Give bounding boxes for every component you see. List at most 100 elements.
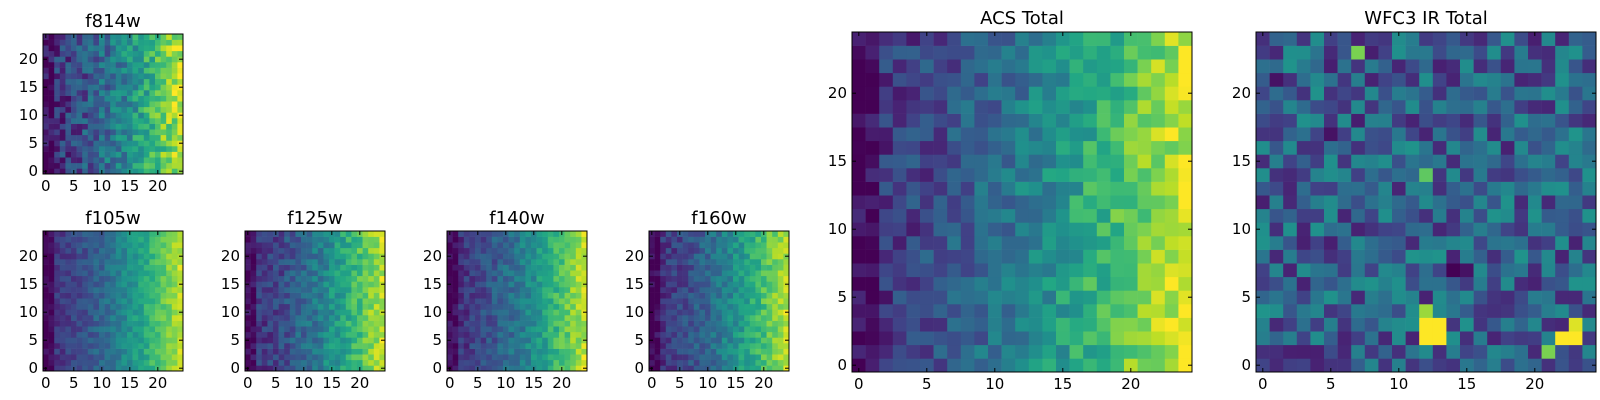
heatmap-cell [138, 292, 145, 299]
heatmap-cell [177, 39, 184, 46]
heatmap-cell [575, 292, 582, 299]
heatmap-cell [351, 270, 358, 277]
heatmap-cell [716, 348, 723, 355]
heatmap-cell [43, 162, 49, 169]
heatmap-cell [1256, 317, 1270, 332]
heatmap-cell [76, 275, 83, 282]
heatmap-cell [177, 236, 184, 243]
heatmap-cell [1069, 168, 1084, 182]
heatmap-cell [138, 354, 145, 361]
heatmap-cell [115, 298, 122, 305]
heatmap-cell [531, 287, 537, 293]
heatmap-cell [688, 315, 695, 321]
heatmap-cell [988, 59, 1002, 74]
heatmap-cell [1487, 304, 1502, 318]
heatmap-cell [368, 331, 375, 338]
heatmap-cell [559, 320, 565, 327]
heatmap-cell [1392, 263, 1406, 278]
heatmap-cell [149, 151, 156, 158]
heatmap-cell [542, 343, 549, 349]
heatmap-cell [553, 292, 560, 299]
heatmap-cell [665, 359, 672, 366]
heatmap-cell [362, 303, 369, 310]
heatmap-cell [59, 264, 66, 271]
heatmap-cell [519, 337, 526, 344]
heatmap-cell [777, 281, 784, 288]
heatmap-cell [312, 326, 319, 333]
heatmap-cell [261, 354, 268, 361]
heatmap-cell [104, 309, 111, 316]
heatmap-cell [104, 112, 111, 119]
heatmap-cell [93, 298, 100, 305]
heatmap-cell [93, 157, 100, 164]
heatmap-cell [166, 146, 173, 152]
heatmap-cell [581, 298, 588, 305]
heatmap-cell [688, 298, 695, 305]
heatmap-cell [503, 354, 509, 361]
heatmap-cell [547, 309, 554, 316]
heatmap-cell [43, 292, 49, 299]
heatmap-cell [1555, 222, 1570, 237]
heatmap-cell [1001, 290, 1016, 305]
heatmap-cell [82, 134, 89, 141]
heatmap-cell [525, 365, 532, 372]
heatmap-cell [1269, 127, 1284, 142]
heatmap-cell [1432, 168, 1447, 182]
heatmap-cell [1178, 100, 1193, 114]
heatmap-cell [519, 247, 526, 254]
heatmap-cell [879, 154, 894, 169]
heatmap-cell [1500, 140, 1515, 155]
heatmap-cell [59, 56, 66, 63]
heatmap-cell [166, 359, 173, 366]
heatmap-cell [76, 309, 83, 316]
heatmap-cell [284, 259, 291, 265]
heatmap-cell [250, 320, 257, 327]
heatmap-cell [654, 348, 661, 355]
heatmap-cell [865, 59, 880, 74]
heatmap-cell [497, 247, 504, 254]
y-tick-label: 20 [19, 50, 38, 68]
heatmap-cell [749, 287, 756, 293]
heatmap-cell [160, 253, 167, 260]
heatmap-cell [920, 344, 934, 359]
heatmap-cell [104, 101, 111, 108]
heatmap-cell [716, 253, 723, 260]
heatmap-cell [373, 287, 380, 293]
heatmap-cell [906, 208, 921, 223]
heatmap-cell [503, 331, 509, 338]
heatmap-cell [334, 343, 341, 349]
heatmap-cell [373, 264, 380, 271]
heatmap-cell [738, 359, 745, 366]
heatmap-cell [138, 343, 145, 349]
heatmap-cell [65, 67, 72, 74]
heatmap-cell [177, 264, 184, 271]
heatmap-cell [177, 270, 184, 277]
heatmap-cell [699, 326, 706, 333]
heatmap-cell [525, 320, 532, 327]
heatmap-cell [906, 344, 921, 359]
heatmap-cell [171, 343, 178, 349]
heatmap-cell [99, 281, 105, 288]
heatmap-cell [357, 320, 363, 327]
heatmap-cell [368, 242, 375, 249]
heatmap-cell [357, 247, 363, 254]
heatmap-cell [531, 259, 537, 265]
heatmap-cell [1324, 100, 1338, 114]
heatmap-cells [1256, 32, 1597, 373]
heatmap-cell [1015, 276, 1030, 291]
heatmap-cell [373, 348, 380, 355]
heatmap-cell [245, 354, 251, 361]
heatmap-cell [160, 298, 167, 305]
heatmap-cell [76, 247, 83, 254]
heatmap-cell [761, 303, 767, 310]
heatmap-cell [688, 275, 695, 282]
heatmap-cell [110, 140, 117, 147]
heatmap-cell [373, 343, 380, 349]
heatmap-cell [1351, 86, 1366, 101]
heatmap-cell [1324, 263, 1338, 278]
heatmap-cell [1015, 222, 1030, 237]
heatmap-cell [379, 236, 386, 243]
heatmap-cell [553, 331, 560, 338]
heatmap-cell [1528, 344, 1542, 359]
heatmap-cell [110, 134, 117, 141]
